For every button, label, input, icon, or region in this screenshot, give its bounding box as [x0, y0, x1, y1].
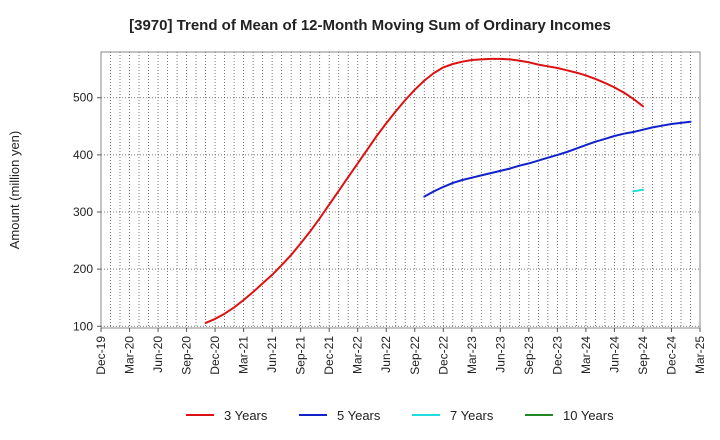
x-tick-label: Sep-24: [636, 336, 650, 375]
x-tick-label: Mar-24: [579, 336, 593, 374]
plot-frame: [100, 51, 701, 329]
legend: 3 Years 5 Years 7 Years 10 Years: [186, 408, 614, 423]
x-tick-label: Mar-22: [351, 336, 365, 374]
x-tick-label: Jun-22: [379, 336, 393, 373]
legend-label: 7 Years: [450, 408, 494, 423]
x-tick-label: Jun-23: [493, 336, 507, 373]
series-line-5-years: [423, 120, 692, 198]
series-lines: [204, 57, 692, 324]
x-tick-label: Jun-21: [265, 336, 279, 373]
x-tick-label: Jun-24: [607, 336, 621, 373]
x-tick-label: Mar-23: [465, 336, 479, 374]
y-tick-label: 100: [73, 319, 93, 333]
x-tick-label: Mar-21: [237, 336, 251, 374]
y-axis-title: Amount (million yen): [7, 131, 22, 250]
x-tick-label: Sep-22: [408, 336, 422, 375]
series-line-7-years: [632, 188, 644, 193]
x-tick-label: Dec-22: [436, 336, 450, 375]
legend-label: 3 Years: [224, 408, 268, 423]
x-tick-label: Dec-24: [664, 336, 678, 375]
x-tick-label: Dec-23: [550, 336, 564, 375]
x-tick-label: Sep-23: [522, 336, 536, 375]
x-tick-label: Jun-20: [151, 336, 165, 373]
x-tick-label: Dec-19: [94, 336, 108, 375]
x-tick-label: Mar-20: [123, 336, 137, 374]
y-tick-label: 200: [73, 262, 93, 276]
x-tick-label: Mar-25: [693, 336, 707, 374]
y-tick-label: 400: [73, 148, 93, 162]
x-tick-label: Dec-21: [322, 336, 336, 375]
legend-label: 10 Years: [563, 408, 614, 423]
series-line-3-years: [204, 57, 644, 324]
y-tick-label: 300: [73, 205, 93, 219]
chart-title: [3970] Trend of Mean of 12-Month Moving …: [129, 17, 611, 34]
legend-label: 5 Years: [337, 408, 381, 423]
x-tick-label: Dec-20: [208, 336, 222, 375]
y-tick-label: 500: [73, 91, 93, 105]
x-axis-ticks: Dec-19 Mar-20 Jun-20 Sep-20 Dec-20 Mar-21 Jun-…: [94, 328, 707, 375]
y-axis-ticks: 100 200 300 400 500: [73, 91, 101, 333]
x-tick-label: Sep-21: [294, 336, 308, 375]
x-tick-label: Sep-20: [180, 336, 194, 375]
grid: [101, 52, 700, 328]
